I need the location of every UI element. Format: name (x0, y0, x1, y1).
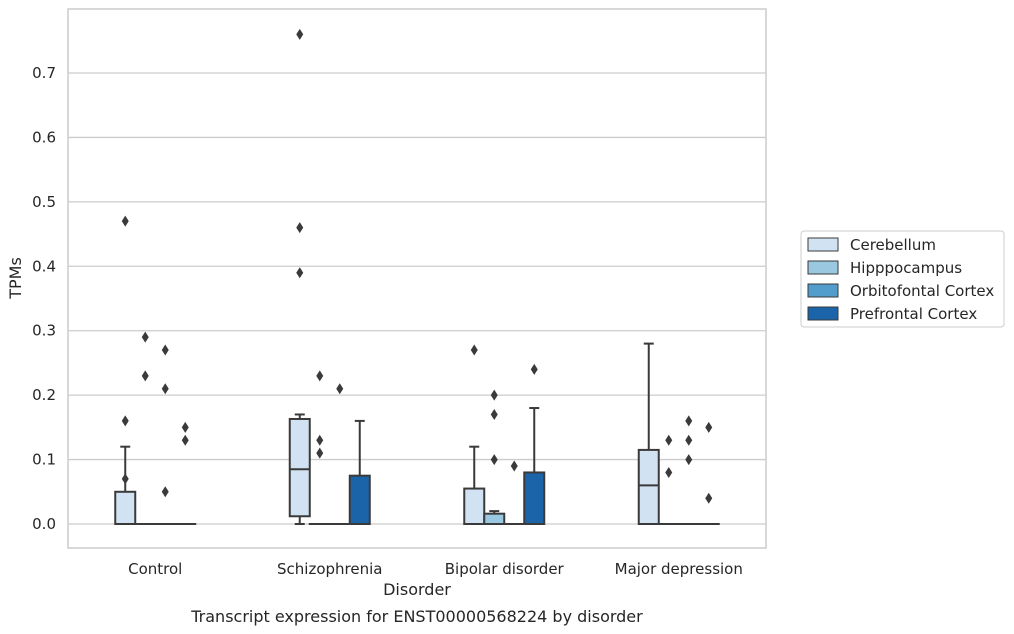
outlier-point (705, 492, 713, 504)
y-tick-label: 0.1 (32, 451, 56, 469)
box-3-1 (348, 419, 371, 525)
outlier-point (510, 460, 518, 472)
box-1-2 (483, 389, 506, 525)
y-tick-label: 0.5 (32, 193, 56, 211)
box-2-0 (154, 344, 177, 526)
box-2-1 (328, 383, 351, 526)
outlier-point (121, 415, 129, 427)
box-body (288, 417, 311, 518)
legend-swatch (807, 283, 839, 298)
box-1-1 (308, 370, 331, 526)
y-axis-label: TPMs (6, 257, 25, 300)
legend-label: Hipppocampus (850, 259, 962, 277)
outlier-point (141, 331, 149, 343)
outlier-point (705, 421, 713, 433)
legend-frame (800, 230, 1005, 328)
box-2-3 (677, 415, 700, 526)
legend-label: Prefrontal Cortex (850, 305, 977, 323)
outlier-point (316, 370, 324, 382)
outlier-point (336, 383, 344, 395)
box-body (483, 512, 506, 525)
legend: Cerebellum Hipppocampus Orbitofontal Corte… (800, 230, 1005, 328)
legend-swatch (807, 260, 839, 275)
box-3-2 (523, 363, 546, 526)
outlier-point (685, 434, 693, 446)
box-1-0 (134, 331, 157, 526)
outlier-point (181, 434, 189, 446)
chart-caption: Transcript expression for ENST0000056822… (190, 607, 643, 626)
outlier-point (316, 434, 324, 446)
box-0-3 (637, 342, 660, 525)
legend-items: Cerebellum Hipppocampus Orbitofontal Corte… (807, 236, 994, 323)
x-tick-label: Bipolar disorder (445, 560, 565, 578)
box-0-0 (114, 215, 137, 525)
outlier-point (490, 408, 498, 420)
y-tick-label: 0.7 (32, 64, 56, 82)
outlier-point (530, 363, 538, 375)
legend-label: Orbitofontal Cortex (850, 282, 994, 300)
outlier-point (296, 267, 304, 279)
y-tick-label: 0.4 (32, 257, 56, 275)
y-tick-labels: 0.0 0.1 0.2 0.3 0.4 0.5 0.6 0.7 (32, 64, 56, 533)
outlier-point (296, 222, 304, 234)
x-tick-labels: Control Schizophrenia Bipolar disorder Majo… (128, 560, 743, 578)
y-tick-label: 0.3 (32, 322, 56, 340)
y-tick-label: 0.0 (32, 515, 56, 533)
legend-swatch (807, 237, 839, 252)
outlier-point (490, 454, 498, 466)
outlier-point (121, 215, 129, 227)
outlier-point (490, 389, 498, 401)
outlier-point (685, 454, 693, 466)
box-0-2 (463, 344, 486, 526)
gridlines (68, 72, 766, 525)
outlier-point (470, 344, 478, 356)
outlier-point (685, 415, 693, 427)
y-tick-label: 0.2 (32, 386, 56, 404)
outlier-point (181, 421, 189, 433)
outlier-point (665, 434, 673, 446)
outlier-point (161, 383, 169, 395)
box-body (348, 474, 371, 525)
outlier-point (161, 344, 169, 356)
x-tick-label: Schizophrenia (277, 560, 382, 578)
box-body (523, 471, 546, 526)
outlier-point (161, 486, 169, 498)
outlier-point (665, 466, 673, 478)
x-tick-label: Control (128, 560, 182, 578)
box-3-3 (697, 421, 720, 526)
outlier-point (316, 447, 324, 459)
outlier-point (296, 28, 304, 40)
x-tick-label: Major depression (615, 560, 743, 578)
x-axis-label: Disorder (383, 580, 451, 599)
box-3-0 (174, 421, 197, 526)
box-body (114, 490, 137, 525)
box-1-3 (657, 434, 680, 526)
box-body (637, 448, 660, 525)
y-tick-label: 0.6 (32, 128, 56, 146)
box-layer (114, 28, 720, 526)
plot-frame (67, 8, 767, 549)
outlier-point (121, 473, 129, 485)
outlier-point (141, 370, 149, 382)
box-2-2 (503, 460, 526, 526)
legend-swatch (807, 306, 839, 321)
box-0-1 (288, 28, 311, 525)
box-body (463, 487, 486, 526)
legend-label: Cerebellum (850, 236, 936, 254)
